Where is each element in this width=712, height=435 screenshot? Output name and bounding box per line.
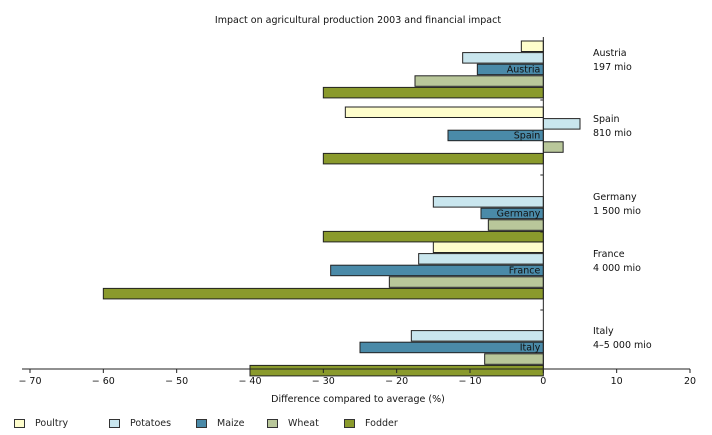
group-country-germany: Germany: [593, 192, 637, 203]
legend-item-poultry: Poultry: [14, 416, 68, 430]
legend-label-wheat: Wheat: [288, 417, 319, 429]
legend-swatch-poultry: [14, 418, 25, 428]
bar-italy-maize: [359, 341, 544, 354]
chart-title: Impact on agricultural production 2003 a…: [215, 15, 501, 26]
bar-country-label-france: France: [509, 266, 541, 277]
x-tick-label: − 40: [238, 376, 261, 387]
legend-swatch-fodder: [344, 418, 355, 428]
bar-spain-poultry: [344, 106, 544, 118]
x-axis: − 70 − 60 − 50 − 40 − 30 − 20 − 10 0 10 20: [18, 37, 696, 387]
group-country-italy: Italy: [593, 326, 614, 337]
group-impact-italy: 4–5 000 mio: [593, 340, 652, 351]
group-impact-spain: 810 mio: [593, 128, 632, 139]
bar-austria-wheat: [414, 75, 544, 87]
bar-germany-wheat: [487, 219, 544, 231]
x-axis-title: Difference compared to average (%): [271, 394, 445, 405]
legend-item-wheat: Wheat: [267, 416, 319, 430]
x-tick-label: − 30: [312, 376, 335, 387]
x-tick-label: − 20: [385, 376, 408, 387]
legend-label-fodder: Fodder: [365, 417, 398, 429]
group-country-spain: Spain: [593, 114, 620, 125]
bar-austria-poultry: [520, 40, 544, 52]
bar-france-wheat: [388, 276, 544, 288]
labels-layer: Austria Austria 197 mio Spain Spain 810 mio Ge…: [497, 48, 652, 354]
bar-country-label-italy: Italy: [520, 343, 541, 354]
bar-germany-potatoes: [432, 196, 544, 208]
bars-layer: [102, 40, 581, 377]
x-tick-label: 10: [611, 376, 623, 387]
bar-italy-wheat: [484, 353, 544, 365]
bar-france-fodder: [102, 287, 544, 300]
x-tick-label: − 60: [92, 376, 115, 387]
bar-spain-potatoes: [542, 118, 581, 130]
bar-france-potatoes: [418, 253, 544, 265]
legend-item-potatoes: Potatoes: [109, 416, 171, 430]
bar-spain-fodder: [322, 152, 544, 165]
bar-italy-potatoes: [410, 330, 544, 342]
group-impact-austria: 197 mio: [593, 62, 632, 73]
bar-germany-fodder: [322, 230, 544, 243]
group-impact-france: 4 000 mio: [593, 263, 641, 274]
bar-spain-wheat: [542, 141, 564, 153]
x-tick-label: 20: [684, 376, 696, 387]
legend: Poultry Potatoes Maize Wheat Fodder: [14, 416, 704, 432]
group-country-austria: Austria: [593, 48, 627, 59]
x-tick-label: − 70: [18, 376, 41, 387]
bar-france-poultry: [432, 241, 544, 253]
bar-austria-fodder: [322, 86, 544, 99]
x-tick-label: − 10: [458, 376, 481, 387]
bar-country-label-spain: Spain: [514, 131, 541, 142]
legend-swatch-maize: [196, 418, 207, 428]
legend-label-maize: Maize: [217, 417, 245, 429]
legend-swatch-potatoes: [109, 418, 120, 428]
legend-item-fodder: Fodder: [344, 416, 398, 430]
bar-country-label-austria: Austria: [507, 65, 541, 76]
legend-label-poultry: Poultry: [35, 417, 69, 429]
legend-label-potatoes: Potatoes: [130, 417, 172, 429]
legend-swatch-wheat: [267, 418, 278, 428]
group-impact-germany: 1 500 mio: [593, 206, 641, 217]
bar-austria-potatoes: [462, 52, 544, 64]
x-tick-label: 0: [540, 376, 546, 387]
legend-item-maize: Maize: [196, 416, 245, 430]
group-country-france: France: [593, 249, 625, 260]
x-tick-label: − 50: [165, 376, 188, 387]
bar-country-label-germany: Germany: [497, 209, 541, 220]
